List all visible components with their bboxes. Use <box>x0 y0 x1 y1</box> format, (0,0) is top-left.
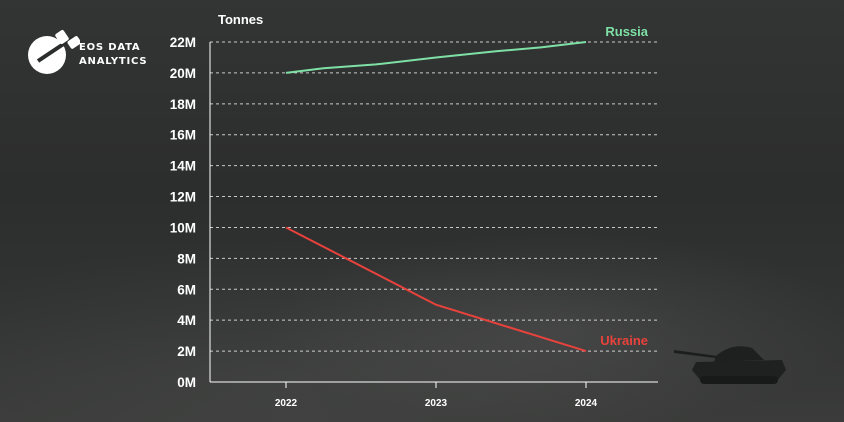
y-tick-label: 4M <box>177 313 196 328</box>
series-label-russia: Russia <box>605 24 648 39</box>
y-tick-label: 20M <box>170 66 196 81</box>
series-label-ukraine: Ukraine <box>600 333 648 348</box>
y-axis-title: Tonnes <box>218 12 264 27</box>
y-tick-label: 22M <box>170 35 196 50</box>
y-tick-label: 2M <box>177 344 196 359</box>
y-tick-label: 18M <box>170 97 196 112</box>
x-tick-label: 2024 <box>575 398 598 409</box>
satellite-icon <box>28 30 80 74</box>
series-labels: Russia Ukraine <box>600 24 648 348</box>
gridlines <box>210 41 658 352</box>
series-lines <box>285 41 587 353</box>
tank-silhouette <box>674 346 786 384</box>
y-tick-label: 16M <box>170 128 196 143</box>
y-tick-label: 6M <box>177 282 196 297</box>
brand-logo: EOS DATA ANALYTICS <box>24 27 154 77</box>
y-tick-label: 10M <box>170 220 196 235</box>
y-tick-label: 0M <box>177 375 196 390</box>
x-tick-label: 2022 <box>275 398 298 409</box>
y-tick-label: 12M <box>170 190 196 205</box>
x-tick-label: 2023 <box>425 398 448 409</box>
y-tick-label: 14M <box>170 159 196 174</box>
y-tick-labels: 0M 2M 4M 6M 8M 10M 12M 14M 16M 18M 20M 22M <box>170 35 196 390</box>
x-tick-labels: 2022 2023 2024 <box>275 398 598 409</box>
brand-line-2: ANALYTICS <box>79 55 148 67</box>
y-tick-label: 8M <box>177 251 196 266</box>
brand-line-1: EOS DATA <box>79 42 141 53</box>
axes <box>209 42 658 388</box>
